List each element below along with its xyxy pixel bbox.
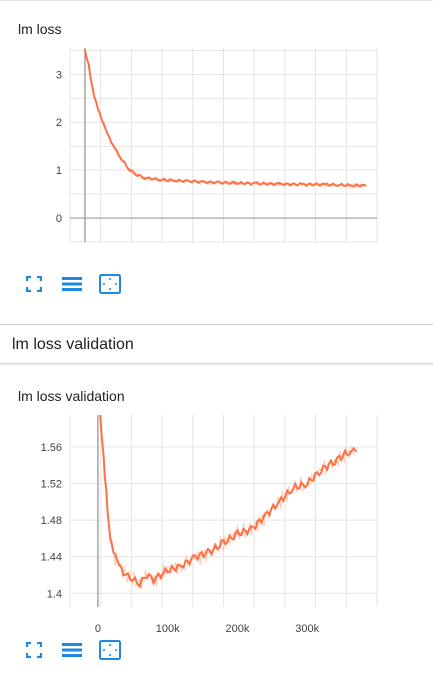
data-point bbox=[118, 565, 120, 567]
data-point bbox=[114, 555, 117, 558]
data-point bbox=[108, 528, 110, 531]
data-point bbox=[264, 514, 267, 517]
data-point bbox=[278, 183, 281, 185]
data-point bbox=[166, 569, 169, 572]
fit-domain-icon bbox=[26, 642, 42, 658]
expand-button[interactable] bbox=[98, 273, 122, 295]
expand-button[interactable] bbox=[98, 639, 122, 661]
section-title: lm loss validation bbox=[12, 336, 134, 353]
data-point bbox=[87, 63, 90, 66]
data-point bbox=[102, 455, 105, 457]
chart-plot-lm-loss-validation[interactable]: 1.4 1.44 1.48 1.52 1.56 0 100k 200k 300k bbox=[0, 375, 433, 633]
data-point bbox=[194, 555, 197, 558]
data-point bbox=[355, 450, 357, 453]
data-point bbox=[121, 159, 124, 162]
chart-controls bbox=[22, 639, 122, 661]
data-point bbox=[174, 179, 176, 182]
x-tick-label: 300k bbox=[295, 623, 319, 633]
data-point bbox=[208, 551, 211, 553]
data-point bbox=[136, 174, 139, 176]
series-raw-line bbox=[99, 415, 356, 590]
log-scale-button[interactable] bbox=[60, 273, 84, 295]
log-scale-button[interactable] bbox=[60, 639, 84, 661]
data-point bbox=[189, 180, 191, 182]
data-point bbox=[99, 410, 101, 412]
y-tick-label: 1.48 bbox=[41, 515, 62, 527]
data-point bbox=[138, 583, 141, 585]
data-point bbox=[180, 565, 183, 567]
y-tick-label: 1.44 bbox=[41, 552, 62, 564]
data-point bbox=[131, 578, 134, 581]
data-point bbox=[159, 178, 161, 181]
data-point bbox=[250, 528, 253, 531]
data-point bbox=[236, 533, 239, 535]
data-point bbox=[306, 482, 309, 485]
log-scale-icon bbox=[62, 643, 82, 657]
data-point bbox=[348, 450, 350, 453]
fit-domain-icon bbox=[26, 276, 42, 292]
data-point bbox=[159, 574, 162, 576]
x-tick-label: 200k bbox=[226, 623, 250, 633]
data-point bbox=[111, 546, 113, 549]
data-point bbox=[91, 87, 94, 90]
section-header[interactable]: lm loss validation bbox=[0, 324, 433, 364]
data-point bbox=[222, 542, 225, 544]
data-point bbox=[99, 114, 101, 116]
data-point bbox=[106, 133, 109, 136]
chart-title: lm loss validation bbox=[18, 388, 125, 404]
chart-plot-lm-loss[interactable]: 0 1 2 3 bbox=[0, 1, 433, 261]
chart-controls bbox=[22, 273, 122, 295]
y-tick-label: 2 bbox=[56, 117, 62, 129]
y-tick-label: 0 bbox=[56, 213, 62, 225]
fit-domain-button[interactable] bbox=[22, 639, 46, 661]
data-point bbox=[301, 183, 303, 186]
data-point bbox=[145, 574, 148, 576]
data-point bbox=[114, 147, 116, 150]
fit-domain-button[interactable] bbox=[22, 273, 46, 295]
data-point bbox=[144, 177, 146, 179]
expand-icon bbox=[99, 640, 121, 660]
data-point bbox=[292, 487, 295, 489]
y-tick-label: 1.52 bbox=[41, 479, 62, 491]
data-point bbox=[233, 182, 236, 184]
data-point bbox=[320, 469, 322, 471]
x-tick-label: 0 bbox=[95, 623, 101, 633]
data-point bbox=[353, 184, 356, 187]
series-line bbox=[84, 50, 367, 188]
data-point bbox=[323, 183, 326, 186]
chart-card-lm-loss: lm loss 0 1 2 3 bbox=[0, 0, 433, 323]
chart-title: lm loss bbox=[18, 21, 62, 37]
series-line bbox=[99, 415, 357, 589]
data-point bbox=[203, 181, 206, 183]
data-point bbox=[102, 123, 105, 126]
y-tick-label: 3 bbox=[56, 69, 62, 81]
data-point bbox=[278, 501, 281, 503]
data-point bbox=[364, 184, 367, 187]
expand-icon bbox=[99, 274, 121, 294]
data-point bbox=[152, 578, 155, 581]
x-tick-label: 100k bbox=[156, 623, 180, 633]
data-point bbox=[84, 49, 86, 52]
y-tick-label: 1.56 bbox=[41, 442, 62, 454]
y-tick-label: 1 bbox=[56, 165, 62, 177]
data-point bbox=[256, 182, 258, 185]
y-tick-label: 1.4 bbox=[47, 588, 62, 600]
data-point bbox=[218, 181, 221, 184]
data-point bbox=[129, 169, 131, 171]
data-point bbox=[338, 184, 341, 186]
data-point bbox=[95, 102, 98, 104]
chart-card-lm-loss-validation: lm loss validation 1.4 1.44 1.48 1.52 1.56 0 1… bbox=[0, 375, 433, 687]
data-point bbox=[125, 574, 127, 576]
data-point bbox=[105, 491, 108, 494]
log-scale-icon bbox=[62, 277, 82, 291]
data-point bbox=[334, 459, 336, 462]
